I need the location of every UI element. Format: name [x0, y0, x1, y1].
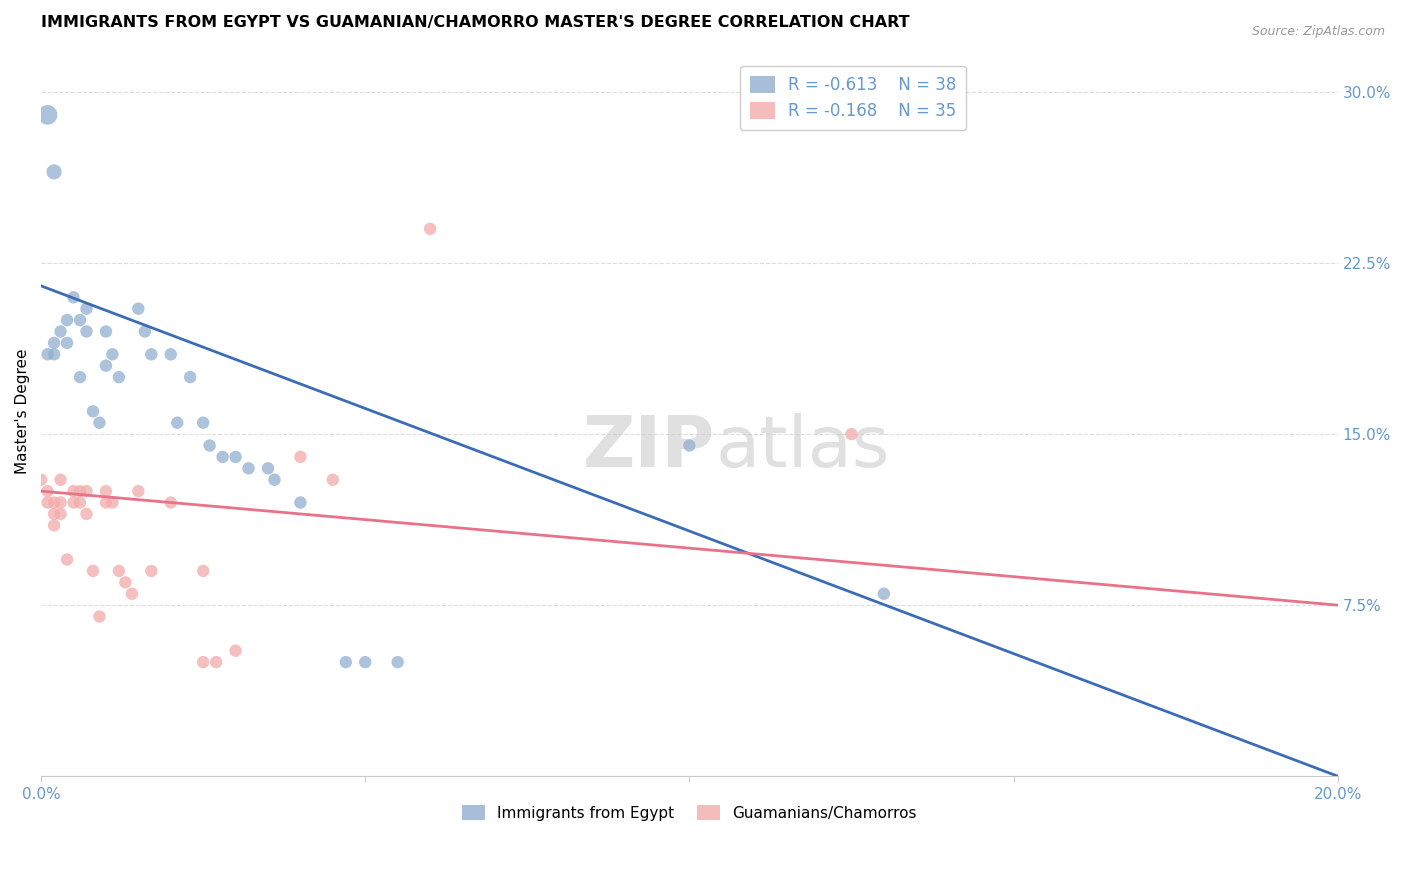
- Point: [211, 450, 233, 464]
- Point: [69, 370, 91, 384]
- Text: ZIP: ZIP: [583, 413, 716, 483]
- Point: [69, 484, 91, 499]
- Point: [101, 495, 124, 509]
- Point: [94, 484, 117, 499]
- Point: [37, 495, 59, 509]
- Point: [159, 347, 181, 361]
- Point: [49, 325, 72, 339]
- Point: [42, 165, 65, 179]
- Point: [193, 416, 215, 430]
- Point: [76, 325, 98, 339]
- Point: [419, 222, 441, 236]
- Point: [42, 335, 65, 350]
- Point: [108, 564, 131, 578]
- Point: [76, 507, 98, 521]
- Point: [94, 325, 117, 339]
- Point: [257, 461, 280, 475]
- Text: IMMIGRANTS FROM EGYPT VS GUAMANIAN/CHAMORRO MASTER'S DEGREE CORRELATION CHART: IMMIGRANTS FROM EGYPT VS GUAMANIAN/CHAMO…: [41, 15, 910, 30]
- Point: [335, 655, 357, 669]
- Point: [179, 370, 201, 384]
- Point: [76, 301, 98, 316]
- Text: atlas: atlas: [716, 413, 890, 483]
- Point: [42, 347, 65, 361]
- Point: [678, 438, 700, 452]
- Point: [89, 416, 111, 430]
- Point: [62, 495, 84, 509]
- Point: [322, 473, 344, 487]
- Point: [354, 655, 377, 669]
- Point: [94, 359, 117, 373]
- Point: [225, 644, 247, 658]
- Point: [225, 450, 247, 464]
- Point: [108, 370, 131, 384]
- Legend: Immigrants from Egypt, Guamanians/Chamorros: Immigrants from Egypt, Guamanians/Chamor…: [456, 798, 922, 827]
- Point: [166, 416, 188, 430]
- Point: [193, 655, 215, 669]
- Point: [37, 484, 59, 499]
- Point: [89, 609, 111, 624]
- Point: [290, 450, 312, 464]
- Point: [37, 108, 59, 122]
- Point: [841, 427, 863, 442]
- Point: [76, 484, 98, 499]
- Point: [193, 564, 215, 578]
- Point: [62, 484, 84, 499]
- Point: [873, 587, 896, 601]
- Point: [141, 564, 163, 578]
- Point: [101, 347, 124, 361]
- Point: [56, 552, 79, 566]
- Point: [42, 507, 65, 521]
- Point: [205, 655, 228, 669]
- Text: Source: ZipAtlas.com: Source: ZipAtlas.com: [1251, 25, 1385, 38]
- Point: [56, 335, 79, 350]
- Point: [69, 495, 91, 509]
- Point: [387, 655, 409, 669]
- Point: [69, 313, 91, 327]
- Point: [30, 473, 52, 487]
- Point: [49, 495, 72, 509]
- Point: [263, 473, 285, 487]
- Y-axis label: Master's Degree: Master's Degree: [15, 349, 30, 474]
- Point: [127, 484, 149, 499]
- Point: [198, 438, 221, 452]
- Point: [49, 473, 72, 487]
- Point: [49, 507, 72, 521]
- Point: [121, 587, 143, 601]
- Point: [42, 495, 65, 509]
- Point: [62, 290, 84, 304]
- Point: [290, 495, 312, 509]
- Point: [238, 461, 260, 475]
- Point: [56, 313, 79, 327]
- Point: [159, 495, 181, 509]
- Point: [134, 325, 156, 339]
- Point: [141, 347, 163, 361]
- Point: [37, 347, 59, 361]
- Point: [114, 575, 136, 590]
- Point: [127, 301, 149, 316]
- Point: [82, 404, 104, 418]
- Point: [94, 495, 117, 509]
- Point: [82, 564, 104, 578]
- Point: [42, 518, 65, 533]
